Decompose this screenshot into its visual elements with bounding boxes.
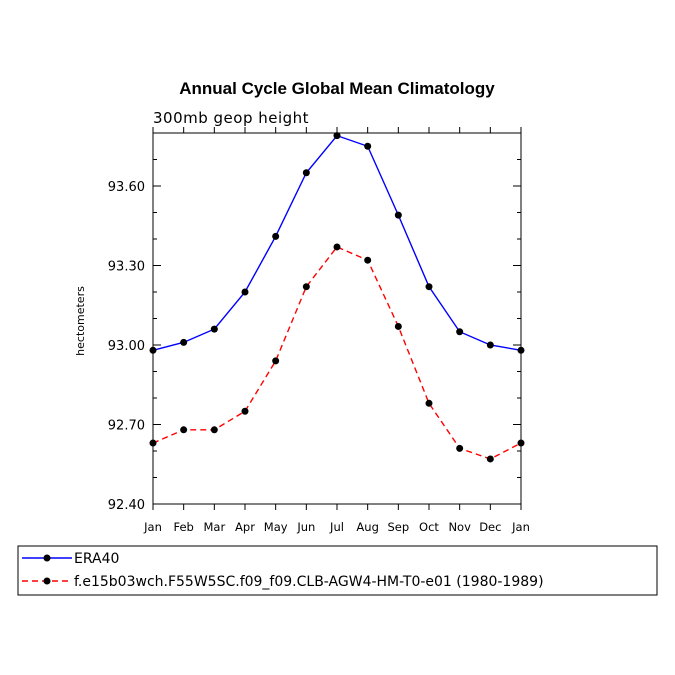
series-1-point xyxy=(241,407,249,415)
series-1-point xyxy=(456,444,464,452)
series-1-point xyxy=(333,243,341,251)
y-tick-label: 93.30 xyxy=(108,260,145,275)
series-0-point xyxy=(180,338,188,346)
chart-subtitle: 300mb geop height xyxy=(153,109,309,127)
x-tick-label: Nov xyxy=(448,520,471,534)
legend-marker-model xyxy=(43,577,51,585)
legend-marker-era40 xyxy=(43,554,51,562)
x-tick-label: Feb xyxy=(173,520,193,534)
x-tick-label: Jan xyxy=(511,520,530,534)
x-tick-label: Mar xyxy=(203,520,225,534)
x-tick-label: Jan xyxy=(143,520,162,534)
series-1-point xyxy=(364,256,372,264)
series-1-point xyxy=(486,455,494,463)
legend: ERA40 f.e15b03wch.F55W5SC.f09_f09.CLB-AG… xyxy=(17,545,658,596)
x-tick-label: May xyxy=(264,520,288,534)
series-0-point xyxy=(272,232,280,240)
x-tick-label: Dec xyxy=(479,520,501,534)
series-0-point xyxy=(456,328,464,336)
series-1-point xyxy=(302,283,310,291)
x-tick-labels: Jan Feb Mar Apr May Jun Jul Aug Sep Oct Nov Dec Jan xyxy=(143,520,530,534)
y-tick-label: 93.00 xyxy=(108,339,145,354)
y-tick-label: 93.60 xyxy=(108,180,145,195)
series-0-point xyxy=(394,211,402,219)
series-0-point xyxy=(210,325,218,333)
legend-label-model: f.e15b03wch.F55W5SC.f09_f09.CLB-AGW4-HM-… xyxy=(74,574,544,590)
series-0-point xyxy=(486,341,494,349)
series-line-0 xyxy=(152,134,522,351)
x-tick-label: Jul xyxy=(329,520,344,534)
series-layer xyxy=(149,132,525,463)
x-tick-label: Jun xyxy=(296,520,315,534)
x-tick-label: Oct xyxy=(419,520,439,534)
series-line-1 xyxy=(152,246,522,460)
series-1-point xyxy=(394,322,402,330)
series-1-point xyxy=(210,426,218,434)
y-tick-label: 92.40 xyxy=(108,498,145,513)
series-0-point xyxy=(425,283,433,291)
series-0-point xyxy=(241,288,249,296)
series-0-point xyxy=(364,142,372,150)
plot-frame xyxy=(152,132,522,505)
y-tick-labels: 92.40 92.70 93.00 93.30 93.60 xyxy=(108,180,145,513)
x-tick-label: Apr xyxy=(235,520,255,534)
chart-title: Annual Cycle Global Mean Climatology xyxy=(179,79,495,98)
axis-ticks xyxy=(152,127,522,510)
series-0-point xyxy=(302,169,310,177)
series-1-point xyxy=(425,399,433,407)
legend-label-era40: ERA40 xyxy=(74,551,119,567)
y-axis-label: hectometers xyxy=(74,286,87,356)
legend-box xyxy=(17,545,658,596)
x-tick-label: Aug xyxy=(356,520,378,534)
y-tick-label: 92.70 xyxy=(108,419,145,434)
x-tick-label: Sep xyxy=(387,520,409,534)
series-1-point xyxy=(272,357,280,365)
series-1-point xyxy=(180,426,188,434)
series-0-point xyxy=(333,132,341,140)
